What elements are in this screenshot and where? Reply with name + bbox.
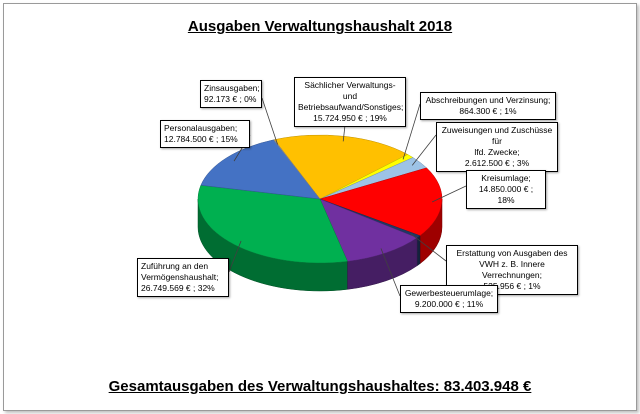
label-personalausgaben: Personalausgaben; 12.784.500 € ; 15%: [160, 120, 250, 148]
label-line: Sächlicher Verwaltungs- und: [304, 80, 396, 101]
leader-line-zuweisungen-und-zuschüsse-für-lfd-zwecke: [411, 134, 437, 166]
label-line: 26.749.569 € ; 32%: [141, 283, 215, 293]
chart-title: Ausgaben Verwaltungshaushalt 2018: [187, 18, 453, 35]
pie-slice-zuführung-an-den-vermögenshaushalt: [197, 184, 348, 264]
pie-slice-sächlicher-verwaltungs-und-betriebsaufwand-sonstiges: [273, 134, 409, 200]
label-line: 525.956 € ; 1%: [483, 281, 541, 291]
label-zuweisungen: Zuweisungen und Zuschüsse für lfd. Zweck…: [436, 122, 558, 172]
label-line: 2.612.500 € ; 3%: [464, 158, 530, 168]
label-line: Personalausgaben;: [164, 123, 238, 133]
label-saechlicher-aufwand: Sächlicher Verwaltungs- und Betriebsaufw…: [294, 77, 406, 127]
label-line: 12.784.500 € ; 15%: [164, 134, 238, 144]
label-gewerbesteuerumlage: Gewerbesteuerumlage; 9.200.000 € ; 11%: [400, 285, 498, 313]
label-line: Zinsausgaben;: [204, 83, 260, 93]
pie-slice-gewerbesteuerumlage: [319, 198, 418, 262]
label-line: Betriebsaufwand/Sonstiges;: [298, 102, 404, 112]
label-line: Kreisumlage;: [481, 173, 531, 183]
leader-line-kreisumlage: [431, 185, 467, 203]
label-line: Abschreibungen und Verzinsung;: [425, 95, 551, 105]
label-abschreibungen: Abschreibungen und Verzinsung; 864.300 €…: [420, 92, 556, 120]
label-zinsausgaben: Zinsausgaben; 92.173 € ; 0%: [200, 80, 262, 108]
label-line: Erstattung von Ausgaben des: [456, 248, 568, 258]
label-line: 9.200.000 € ; 11%: [414, 299, 484, 309]
label-line: Zuführung an den: [141, 261, 209, 271]
label-line: lfd. Zwecke;: [474, 147, 520, 157]
label-line: 864.300 € ; 1%: [459, 106, 517, 116]
label-line: 14.850.000 € ; 18%: [478, 184, 534, 205]
leader-line-zuführung-an-den-vermögenshaushalt: [228, 240, 242, 273]
label-line: VWH z. B. Innere Verrechnungen;: [479, 259, 545, 280]
leader-line-gewerbesteuerumlage: [380, 248, 401, 297]
label-kreisumlage: Kreisumlage; 14.850.000 € ; 18%: [466, 170, 546, 209]
label-line: Gewerbesteuerumlage;: [404, 288, 494, 298]
label-line: 15.724.950 € ; 19%: [313, 113, 387, 123]
leader-line-erstattung-von-ausgaben-des-vwh-z-b-innere-verrechnungen: [410, 233, 447, 262]
label-zufuehrung: Zuführung an den Vermögenshaushalt; 26.7…: [137, 258, 229, 297]
label-line: Vermögenshaushalt;: [141, 272, 219, 282]
leader-line-abschreibungen-und-verzinsung: [402, 103, 421, 160]
label-line: Zuweisungen und Zuschüsse für: [441, 125, 553, 146]
pie-slice-personalausgaben: [200, 139, 321, 200]
total-expenses: Gesamtausgaben des Verwaltungshaushaltes…: [108, 378, 532, 395]
pie-slice-zinsausgaben: [273, 139, 321, 200]
leader-line-zinsausgaben: [261, 97, 278, 145]
label-line: 92.173 € ; 0%: [204, 94, 257, 104]
pie-slice-kreisumlage: [319, 167, 443, 236]
